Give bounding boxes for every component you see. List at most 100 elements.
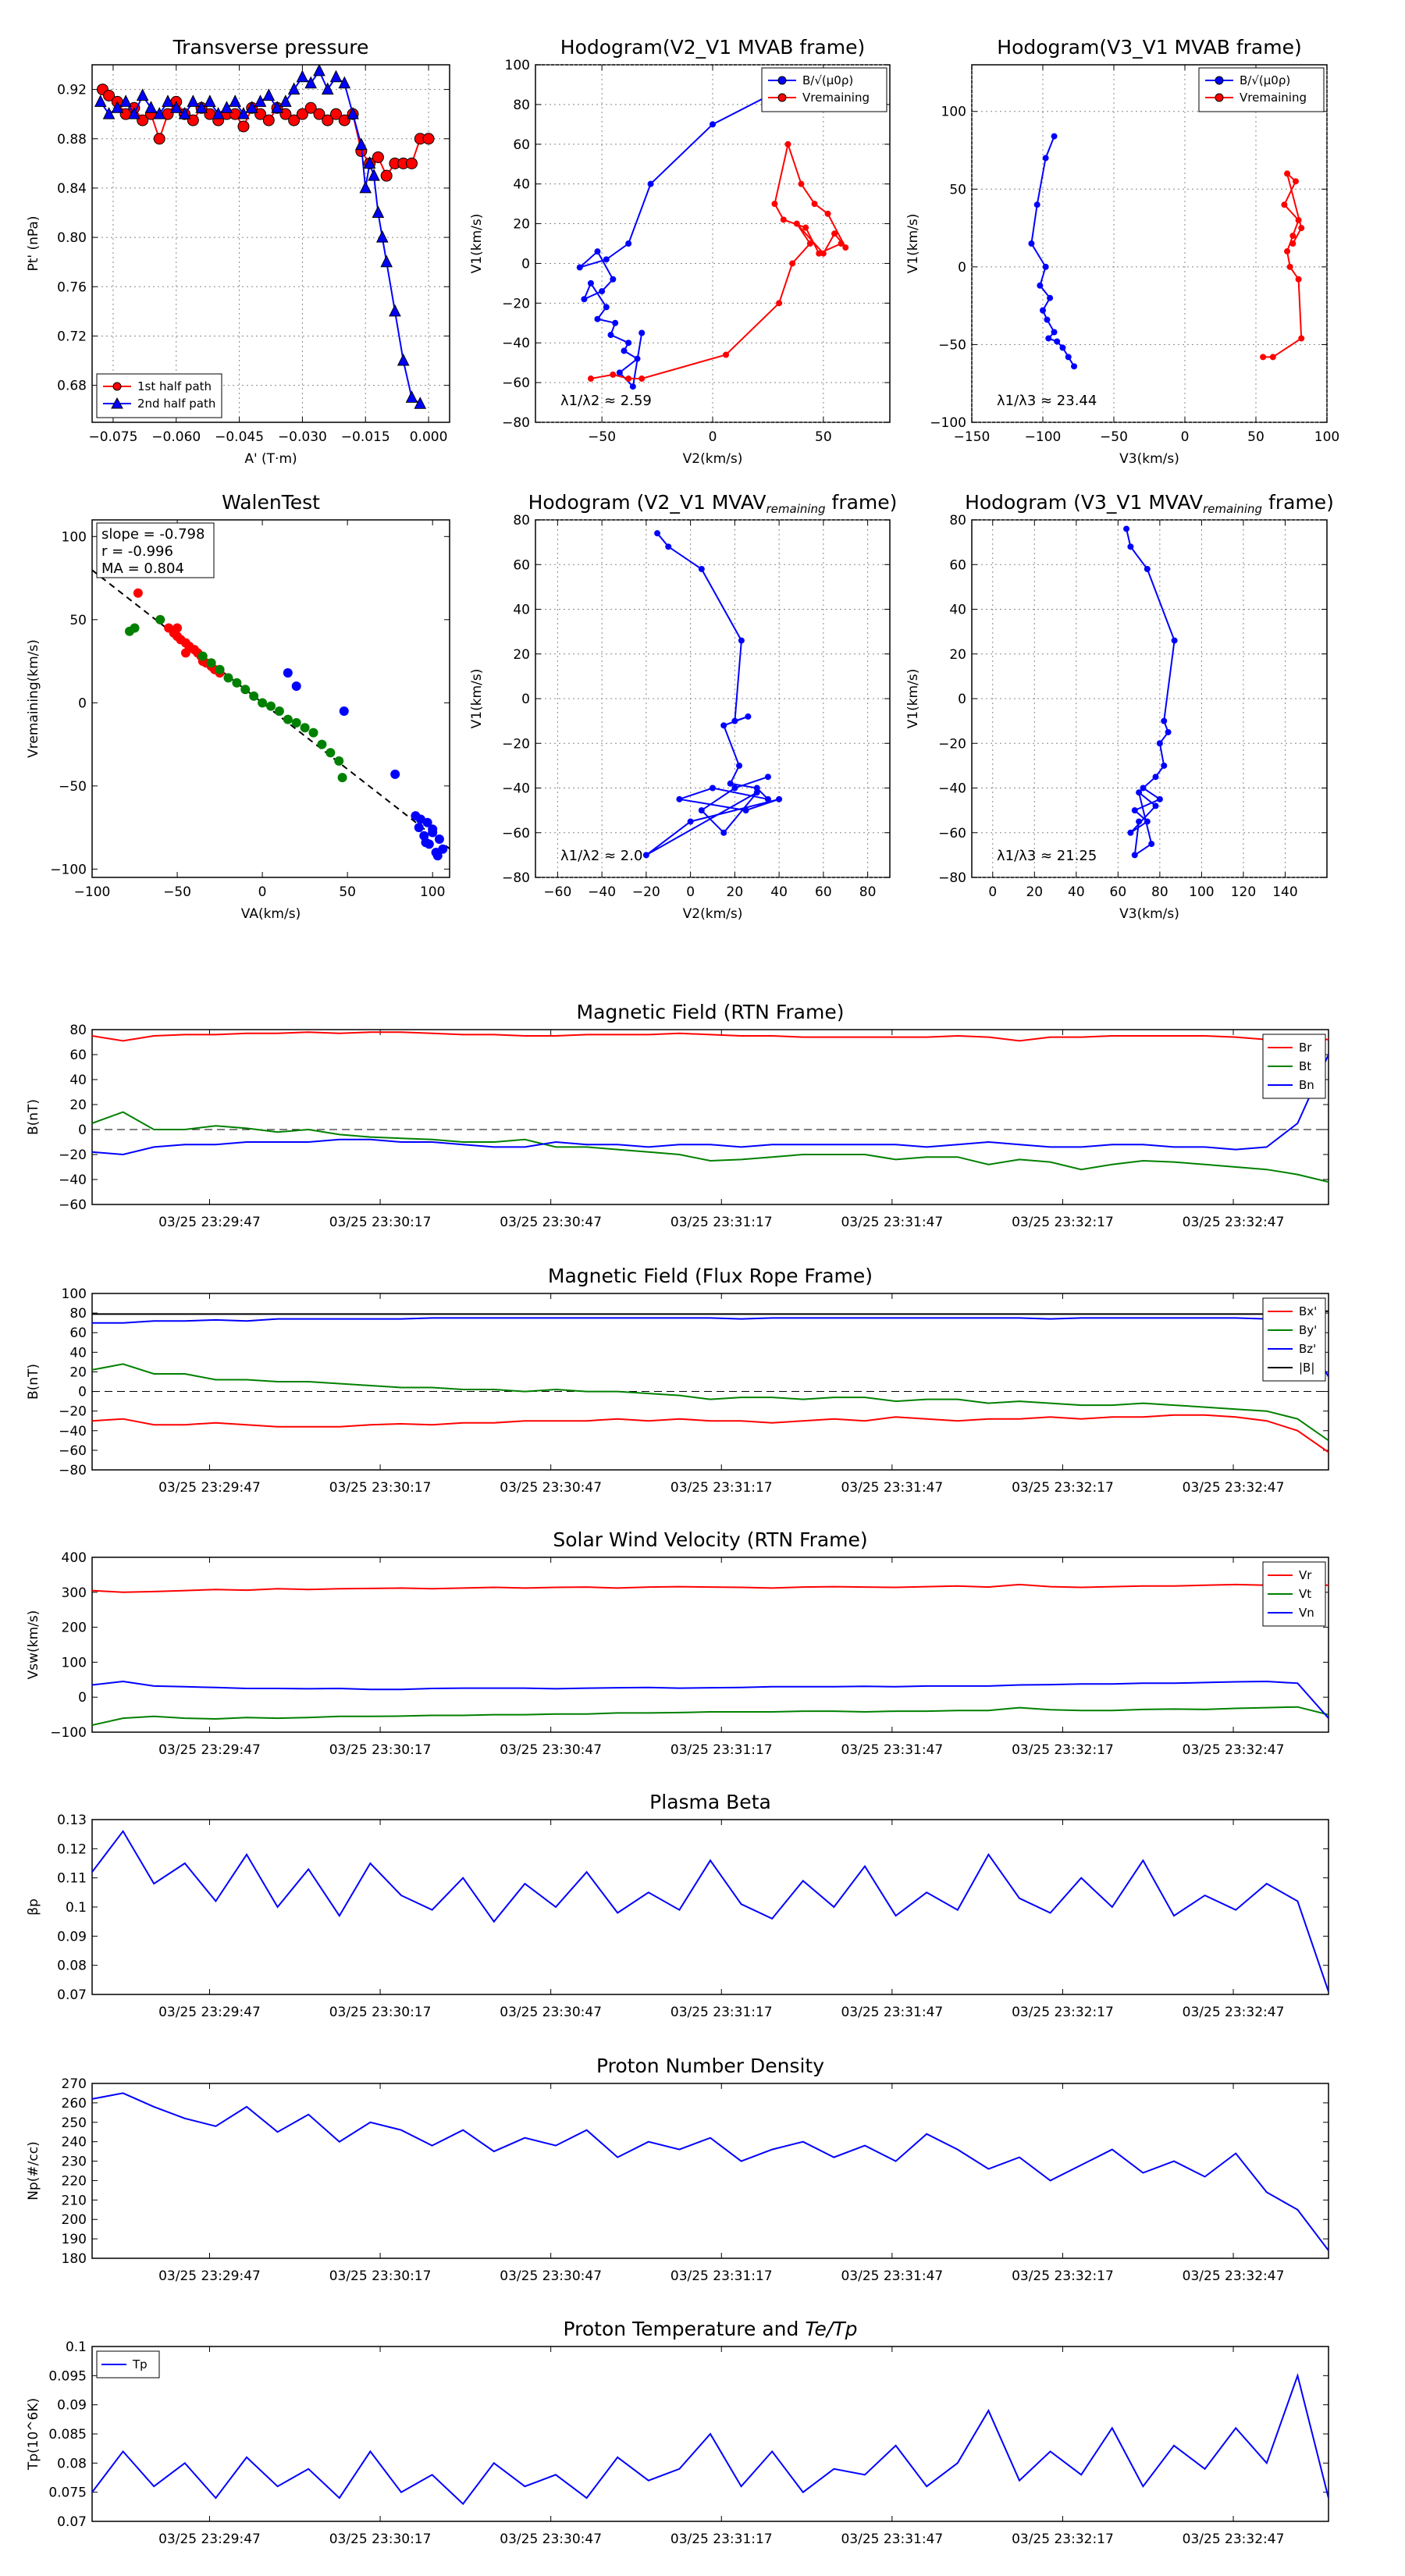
data-point [676, 795, 683, 802]
y-axis-label: B(nT) [26, 1099, 41, 1135]
x-tick-label: 03/25 23:31:47 [841, 1742, 943, 1758]
data-point [1040, 307, 1046, 314]
plot-title: Proton Temperature and Te/Tp [564, 2318, 858, 2340]
y-tick-label: 0.80 [57, 230, 87, 246]
x-tick-label: 03/25 23:31:47 [841, 1480, 943, 1496]
data-point [414, 397, 427, 409]
data-point [789, 260, 796, 267]
x-tick-label: 03/25 23:29:47 [158, 1215, 261, 1230]
data-point [1295, 217, 1302, 224]
data-point [137, 114, 149, 126]
x-tick-label: 03/25 23:29:47 [158, 2532, 261, 2547]
data-point [390, 769, 400, 779]
y-tick-label: 50 [949, 182, 966, 197]
x-tick-label: 03/25 23:32:47 [1183, 1215, 1285, 1230]
x-tick-label: 0 [988, 884, 997, 900]
plot-frame [91, 519, 450, 878]
data-point [723, 351, 730, 358]
y-tick-label: 60 [513, 137, 530, 153]
y-tick-label: −100 [50, 862, 87, 877]
legend: Tp [96, 2350, 160, 2379]
data-point [771, 201, 778, 208]
y-tick-label: 60 [69, 1325, 87, 1341]
legend-label: Vn [1299, 1606, 1314, 1620]
data-point [229, 94, 242, 107]
data-point [94, 94, 107, 107]
legend: Br Bt Bn [1262, 1034, 1326, 1099]
legend-label: Vr [1299, 1568, 1312, 1582]
data-point [1284, 247, 1291, 254]
data-point [291, 681, 301, 692]
x-tick-label: 03/25 23:32:17 [1012, 1742, 1114, 1758]
legend-label: By' [1299, 1323, 1317, 1337]
x-tick-label: 03/25 23:31:17 [670, 1480, 773, 1496]
data-point [187, 94, 200, 107]
ratio-annotation: λ1/λ2 ≈ 2.0 [560, 848, 642, 864]
data-point [1045, 335, 1052, 342]
data-point [296, 108, 308, 120]
data-point [296, 69, 309, 83]
x-tick-label: 03/25 23:30:17 [329, 1742, 432, 1758]
x-tick-label: 0 [709, 429, 717, 445]
legend-marker [111, 397, 123, 409]
plot-frame [91, 1029, 1329, 1205]
x-tick-label: 50 [1247, 429, 1264, 445]
x-tick-label: 03/25 23:32:17 [1012, 1480, 1114, 1496]
data-point [266, 701, 276, 711]
legend-label: |B| [1299, 1361, 1314, 1375]
data-point [731, 785, 738, 792]
x-tick-label: 40 [770, 884, 788, 900]
y-tick-label: 400 [62, 1550, 87, 1566]
data-point [169, 101, 183, 113]
data-point [240, 685, 251, 695]
chart-tp: Proton Temperature and Te/Tp 0.07 0.075 0.0… [26, 2318, 1329, 2547]
data-point [223, 673, 233, 683]
series-line-Tp [92, 2372, 1329, 2506]
x-tick-label: −0.015 [341, 429, 390, 445]
y-tick-label: 0 [958, 260, 966, 276]
y-tick-label: 220 [62, 2173, 87, 2189]
data-point [1033, 201, 1040, 208]
series-line-Vn [92, 1680, 1329, 1719]
y-tick-label: −40 [938, 781, 966, 797]
x-tick-label: 03/25 23:32:47 [1183, 1742, 1285, 1758]
y-axis-label: Vremaining(km/s) [26, 639, 41, 758]
x-tick-label: 0.000 [410, 429, 448, 445]
legend-label: Vremaining [802, 91, 870, 105]
data-point [720, 722, 727, 729]
data-point [581, 296, 588, 303]
data-point [625, 340, 632, 347]
data-point [1298, 335, 1305, 342]
y-axis-label: V1(km/s) [469, 669, 485, 729]
data-point [610, 276, 617, 283]
y-tick-label: −20 [502, 296, 530, 311]
y-tick-label: 200 [62, 1621, 87, 1636]
y-tick-label: 0.68 [57, 379, 87, 394]
x-tick-label: 03/25 23:29:47 [158, 2005, 261, 2020]
stats-line: slope = -0.798 [101, 526, 205, 543]
plot-area [92, 1310, 1329, 1453]
legend-box [1198, 67, 1325, 112]
data-point [1127, 829, 1134, 836]
data-point [355, 137, 368, 151]
y-tick-label: 0 [78, 1385, 87, 1400]
x-tick-label: 03/25 23:31:17 [670, 1742, 773, 1758]
y-tick-label: 20 [69, 1098, 87, 1113]
data-point [811, 201, 818, 208]
y-tick-label: −40 [502, 781, 530, 797]
data-point [798, 180, 805, 187]
plot-area [576, 89, 849, 390]
data-point [178, 107, 191, 119]
data-point [304, 101, 317, 114]
data-point [421, 838, 431, 848]
legend-label: B/√(μ0ρ) [802, 73, 853, 87]
y-axis-label: Pt' (nPa) [26, 216, 41, 272]
series-line-Vt [92, 1706, 1329, 1726]
legend: Vr Vt Vn [1262, 1561, 1326, 1627]
data-point [1051, 133, 1058, 140]
data-point [334, 756, 344, 766]
x-tick-label: 03/25 23:31:47 [841, 2268, 943, 2284]
y-tick-label: 80 [513, 513, 530, 528]
y-tick-label: 80 [69, 1306, 87, 1322]
chart-pt: Transverse pressure 0.68 0.72 0.76 0.80 0.84 0… [26, 36, 450, 467]
